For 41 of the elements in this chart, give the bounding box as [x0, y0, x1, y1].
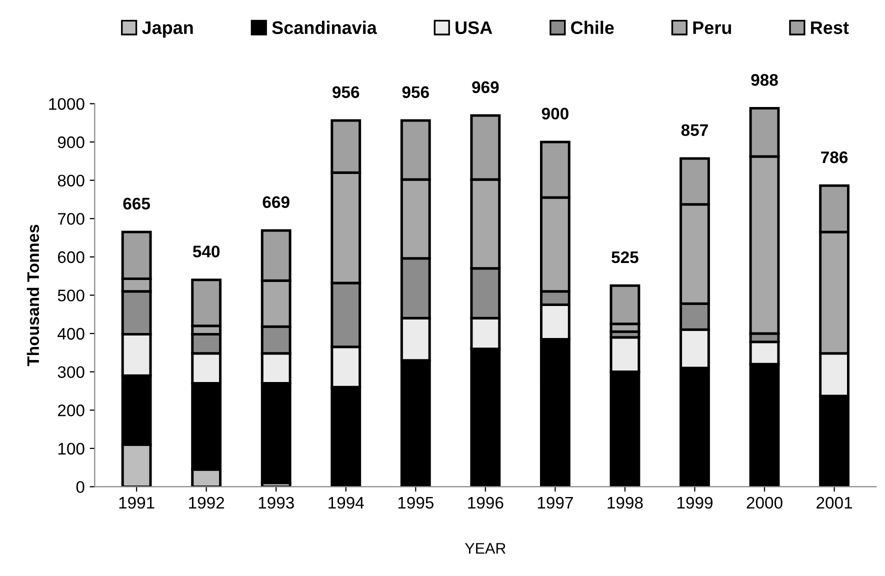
- total-label: 900: [542, 108, 568, 120]
- total-label: 956: [402, 86, 429, 98]
- y-tick-label: 400: [58, 328, 84, 340]
- total-label: 665: [123, 198, 150, 210]
- y-tick-label: 1000: [49, 98, 84, 110]
- y-tick-label: 600: [58, 251, 84, 264]
- y-axis-title: Thousand Tonnes: [26, 224, 40, 366]
- x-tick-label: 1994: [328, 496, 364, 509]
- total-label: 669: [262, 196, 290, 208]
- x-tick-label: 1991: [119, 496, 154, 509]
- x-tick-label: 2000: [746, 496, 782, 509]
- legend-label: Rest: [811, 21, 849, 34]
- total-label: 857: [681, 124, 708, 136]
- y-tick-label: 300: [58, 366, 84, 378]
- legend-label: Scandinavia: [272, 20, 378, 34]
- x-tick-label: 1993: [258, 496, 294, 509]
- total-label: 786: [821, 151, 848, 164]
- y-tick-label: 800: [58, 174, 84, 186]
- total-label: 956: [332, 86, 360, 98]
- total-label: 969: [472, 81, 499, 94]
- y-tick-label: 900: [58, 136, 84, 148]
- x-tick-label: 1997: [538, 496, 573, 509]
- x-tick-label: 2001: [816, 496, 852, 509]
- x-tick-label: 1995: [398, 496, 434, 509]
- total-label: 540: [192, 246, 220, 258]
- x-axis-title: YEAR: [464, 543, 506, 554]
- x-tick-label: 1992: [189, 496, 224, 509]
- y-tick-label: 200: [58, 404, 84, 416]
- x-tick-label: 1999: [677, 496, 712, 509]
- total-label: 988: [751, 74, 778, 86]
- y-tick-label: 500: [58, 290, 84, 302]
- y-tick-label: 100: [58, 442, 84, 455]
- legend-label: Japan: [142, 21, 193, 38]
- x-tick-label: 1996: [468, 496, 504, 509]
- total-label: 525: [612, 251, 638, 264]
- x-tick-label: 1998: [608, 496, 643, 509]
- y-tick-label: 0: [76, 481, 84, 493]
- y-tick-label: 700: [58, 212, 84, 225]
- legend-label: USA: [456, 21, 492, 34]
- legend-label: Peru: [693, 21, 732, 34]
- legend-label: Chile: [571, 20, 614, 34]
